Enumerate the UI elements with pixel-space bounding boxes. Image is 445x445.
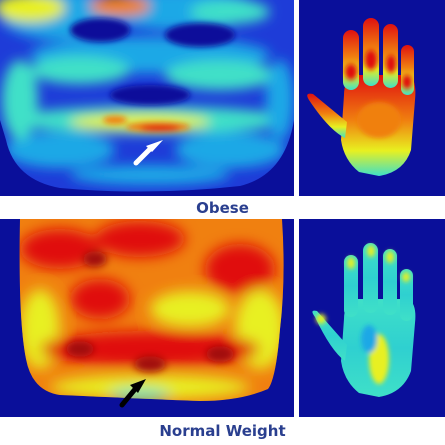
obese-caption: Obese [196,199,249,217]
normal-weight-caption: Normal Weight [159,422,286,440]
white-arrow-icon [133,140,163,166]
normal-weight-hand-thermal-image [299,219,445,417]
normal-weight-abdomen-thermal-image [0,219,294,417]
obese-abdomen-thermal-image [0,0,294,196]
obese-hand-thermal-image [299,0,445,196]
black-arrow-icon [119,379,146,408]
